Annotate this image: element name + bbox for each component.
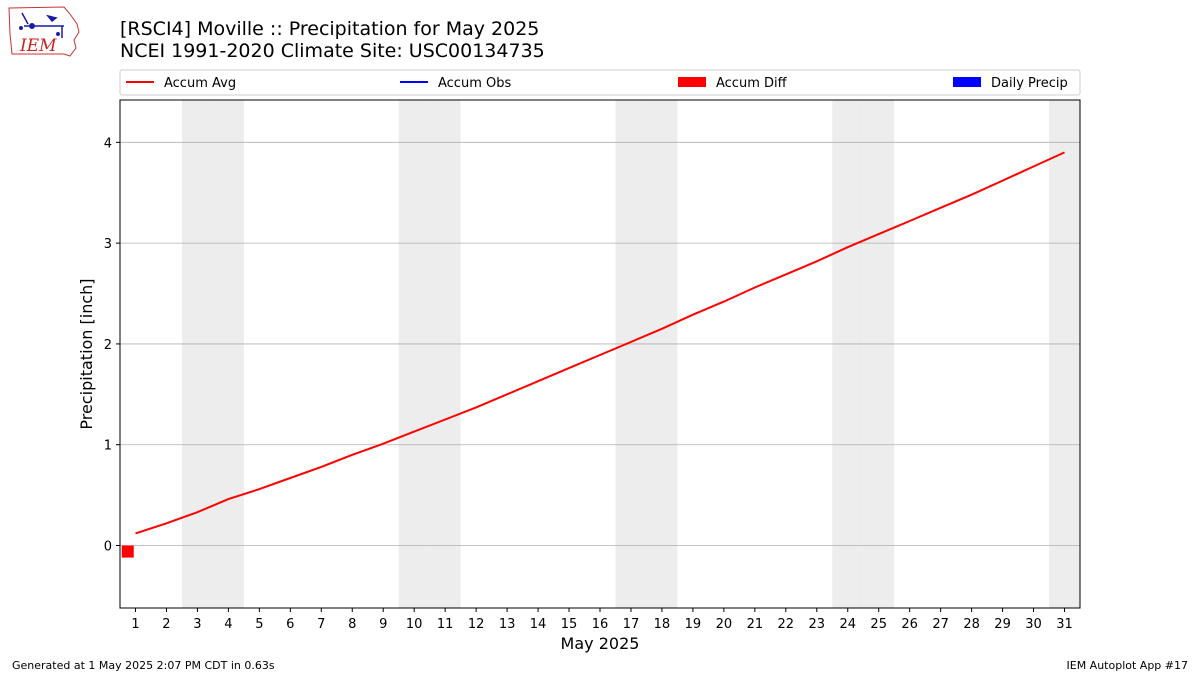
x-tick-label: 22 <box>778 617 795 632</box>
y-tick-label: 0 <box>104 540 112 555</box>
weekend-shade <box>398 100 430 608</box>
legend-handle-bar <box>678 77 706 87</box>
grid-lines <box>120 141 1080 546</box>
x-tick-label: 7 <box>317 617 325 632</box>
y-tick-label: 4 <box>104 136 112 151</box>
y-tick-label: 2 <box>104 338 112 353</box>
legend: Accum Avg Accum Obs Accum Diff Daily Precip <box>119 69 1081 96</box>
x-tick-label: 25 <box>870 617 887 632</box>
legend-box <box>119 69 1081 96</box>
x-tick-label: 13 <box>499 617 516 632</box>
x-tick-label: 24 <box>839 617 856 632</box>
x-tick-label: 9 <box>379 617 387 632</box>
legend-label: Daily Precip <box>991 76 1068 91</box>
x-tick-label: 26 <box>901 617 918 632</box>
x-tick-label: 23 <box>809 617 826 632</box>
chart-subtitle: NCEI 1991-2020 Climate Site: USC00134735 <box>120 40 545 62</box>
legend-label: Accum Diff <box>716 76 788 91</box>
x-tick-label: 17 <box>623 617 640 632</box>
x-tick-label: 14 <box>530 617 547 632</box>
weekend-shade <box>646 100 678 608</box>
x-tick-label: 12 <box>468 617 485 632</box>
y-tick-label: 1 <box>104 439 112 454</box>
weekend-shade <box>181 100 213 608</box>
x-tick-label: 19 <box>685 617 702 632</box>
chart-title: [RSCI4] Moville :: Precipitation for May… <box>120 18 540 40</box>
weekend-shade <box>615 100 647 608</box>
weekend-shade <box>1049 100 1080 608</box>
x-tick-label: 5 <box>255 617 263 632</box>
weekend-shade <box>212 100 244 608</box>
x-tick-label: 2 <box>162 617 170 632</box>
weather-station-icon <box>19 12 64 38</box>
legend-label: Accum Obs <box>438 76 511 91</box>
x-tick-label: 4 <box>224 617 232 632</box>
x-tick-label: 27 <box>932 617 949 632</box>
iowa-outline <box>8 6 80 57</box>
weekend-shading <box>181 100 1080 608</box>
y-axis-label: Precipitation [inch] <box>77 278 96 429</box>
x-tick-label: 3 <box>193 617 201 632</box>
x-tick-label: 16 <box>592 617 609 632</box>
x-tick-label: 11 <box>437 617 454 632</box>
x-tick-label: 21 <box>747 617 764 632</box>
weekend-shade <box>429 100 461 608</box>
data-series <box>121 151 1065 558</box>
weekend-shade <box>863 100 895 608</box>
x-tick-label: 15 <box>561 617 578 632</box>
x-tick-label: 20 <box>716 617 733 632</box>
x-tick-label: 6 <box>286 617 294 632</box>
accum-diff-bar <box>121 545 134 558</box>
x-tick-label: 31 <box>1056 617 1073 632</box>
x-tick-label: 29 <box>994 617 1011 632</box>
footer-generated-text: Generated at 1 May 2025 2:07 PM CDT in 0… <box>12 659 275 672</box>
x-axis-label: May 2025 <box>561 634 640 653</box>
series-line-accum-avg <box>135 151 1065 535</box>
x-tick-label: 1 <box>131 617 139 632</box>
x-tick-label: 28 <box>963 617 980 632</box>
y-tick-label: 3 <box>104 237 112 252</box>
x-tick-label: 10 <box>406 617 423 632</box>
legend-handle-bar <box>953 77 981 87</box>
x-tick-label: 30 <box>1025 617 1042 632</box>
footer-app-text: IEM Autoplot App #17 <box>1066 659 1189 672</box>
x-tick-label: 8 <box>348 617 356 632</box>
logo-text: IEM <box>19 36 57 56</box>
iem-logo: IEM <box>8 6 80 57</box>
weekend-shade <box>832 100 864 608</box>
x-tick-label: 18 <box>654 617 671 632</box>
legend-label: Accum Avg <box>164 76 236 91</box>
